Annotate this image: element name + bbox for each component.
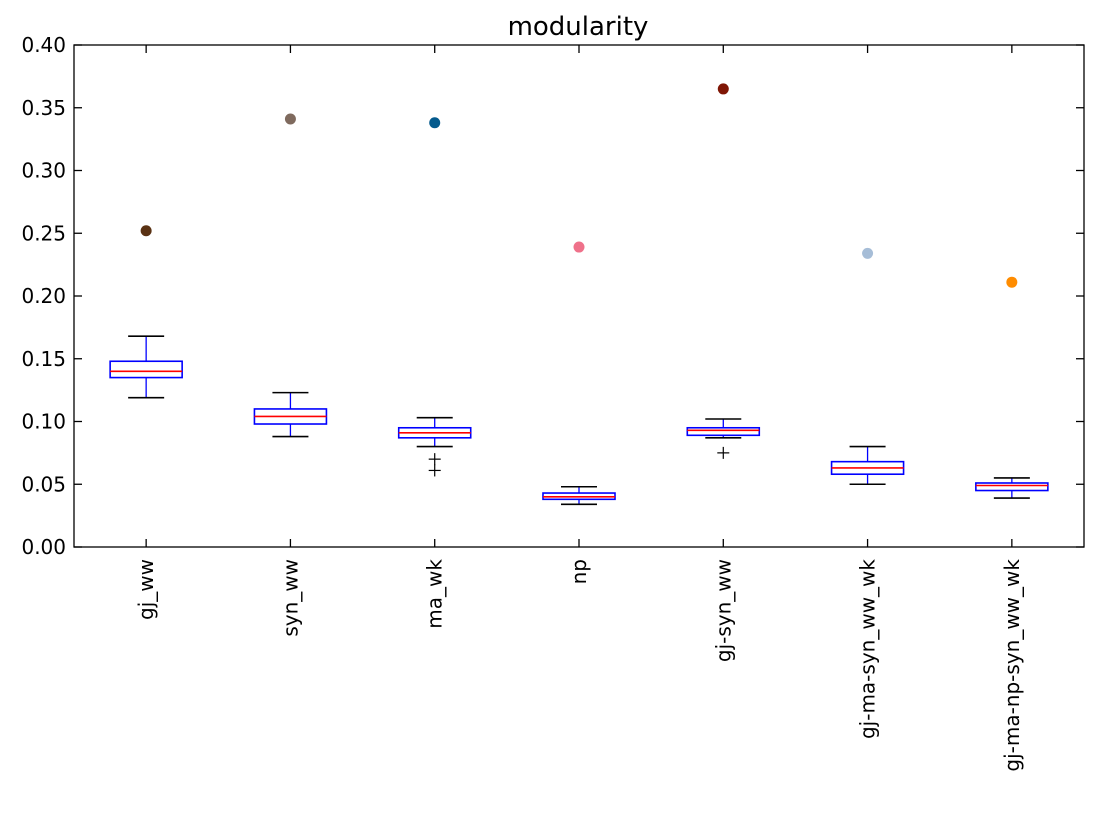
x-tick-label: gj-ma-syn_ww_wk: [856, 559, 880, 739]
box-group-syn_ww: syn_ww: [253, 45, 328, 637]
y-tick-label: 0.05: [21, 472, 66, 496]
x-tick-label: syn_ww: [278, 559, 302, 637]
x-tick-label: gj-ma-np-syn_ww_wk: [1000, 559, 1024, 772]
box-iqr: [109, 360, 183, 379]
highlight-point: [140, 225, 152, 237]
x-tick-label: ma_wk: [423, 559, 447, 629]
box-group-gj_ww: gj_ww: [109, 45, 183, 620]
box-group-gj-ma-syn_ww_wk: gj-ma-syn_ww_wk: [830, 45, 905, 739]
y-tick-label: 0.35: [21, 96, 66, 120]
axes-frame: [73, 44, 1085, 548]
highlight-point: [284, 113, 296, 125]
highlight-point: [573, 241, 585, 253]
y-tick-label: 0.00: [21, 535, 66, 559]
y-tick-label: 0.25: [21, 221, 66, 245]
box-group-gj-ma-np-syn_ww_wk: gj-ma-np-syn_ww_wk: [975, 45, 1049, 772]
y-tick-label: 0.40: [21, 33, 66, 57]
flier-marker: [428, 453, 441, 466]
chart-title: modularity: [508, 12, 649, 42]
y-tick-label: 0.30: [21, 159, 66, 183]
box-group-gj-syn_ww: gj-syn_ww: [686, 45, 761, 662]
x-tick-label: np: [567, 559, 591, 584]
x-tick-label: gj-syn_ww: [711, 559, 735, 662]
highlight-point: [862, 247, 874, 259]
highlight-point: [1006, 276, 1018, 288]
y-tick-label: 0.15: [21, 347, 66, 371]
highlight-point: [429, 117, 441, 129]
box-iqr: [686, 426, 761, 437]
box-iqr: [975, 482, 1049, 492]
y-tick-label: 0.20: [21, 284, 66, 308]
flier-marker: [717, 446, 730, 459]
y-tick-label: 0.10: [21, 410, 66, 434]
box-group-np: np: [542, 45, 616, 584]
plot-area: 0.00 0.05 0.10 0.15 0.20 0.25 0.30 0.35 0.40 gj_w…: [21, 33, 1085, 772]
x-tick-label: gj_ww: [134, 559, 158, 620]
flier-marker: [428, 464, 441, 477]
box-group-ma_wk: ma_wk: [397, 45, 472, 629]
highlight-point: [717, 83, 729, 95]
